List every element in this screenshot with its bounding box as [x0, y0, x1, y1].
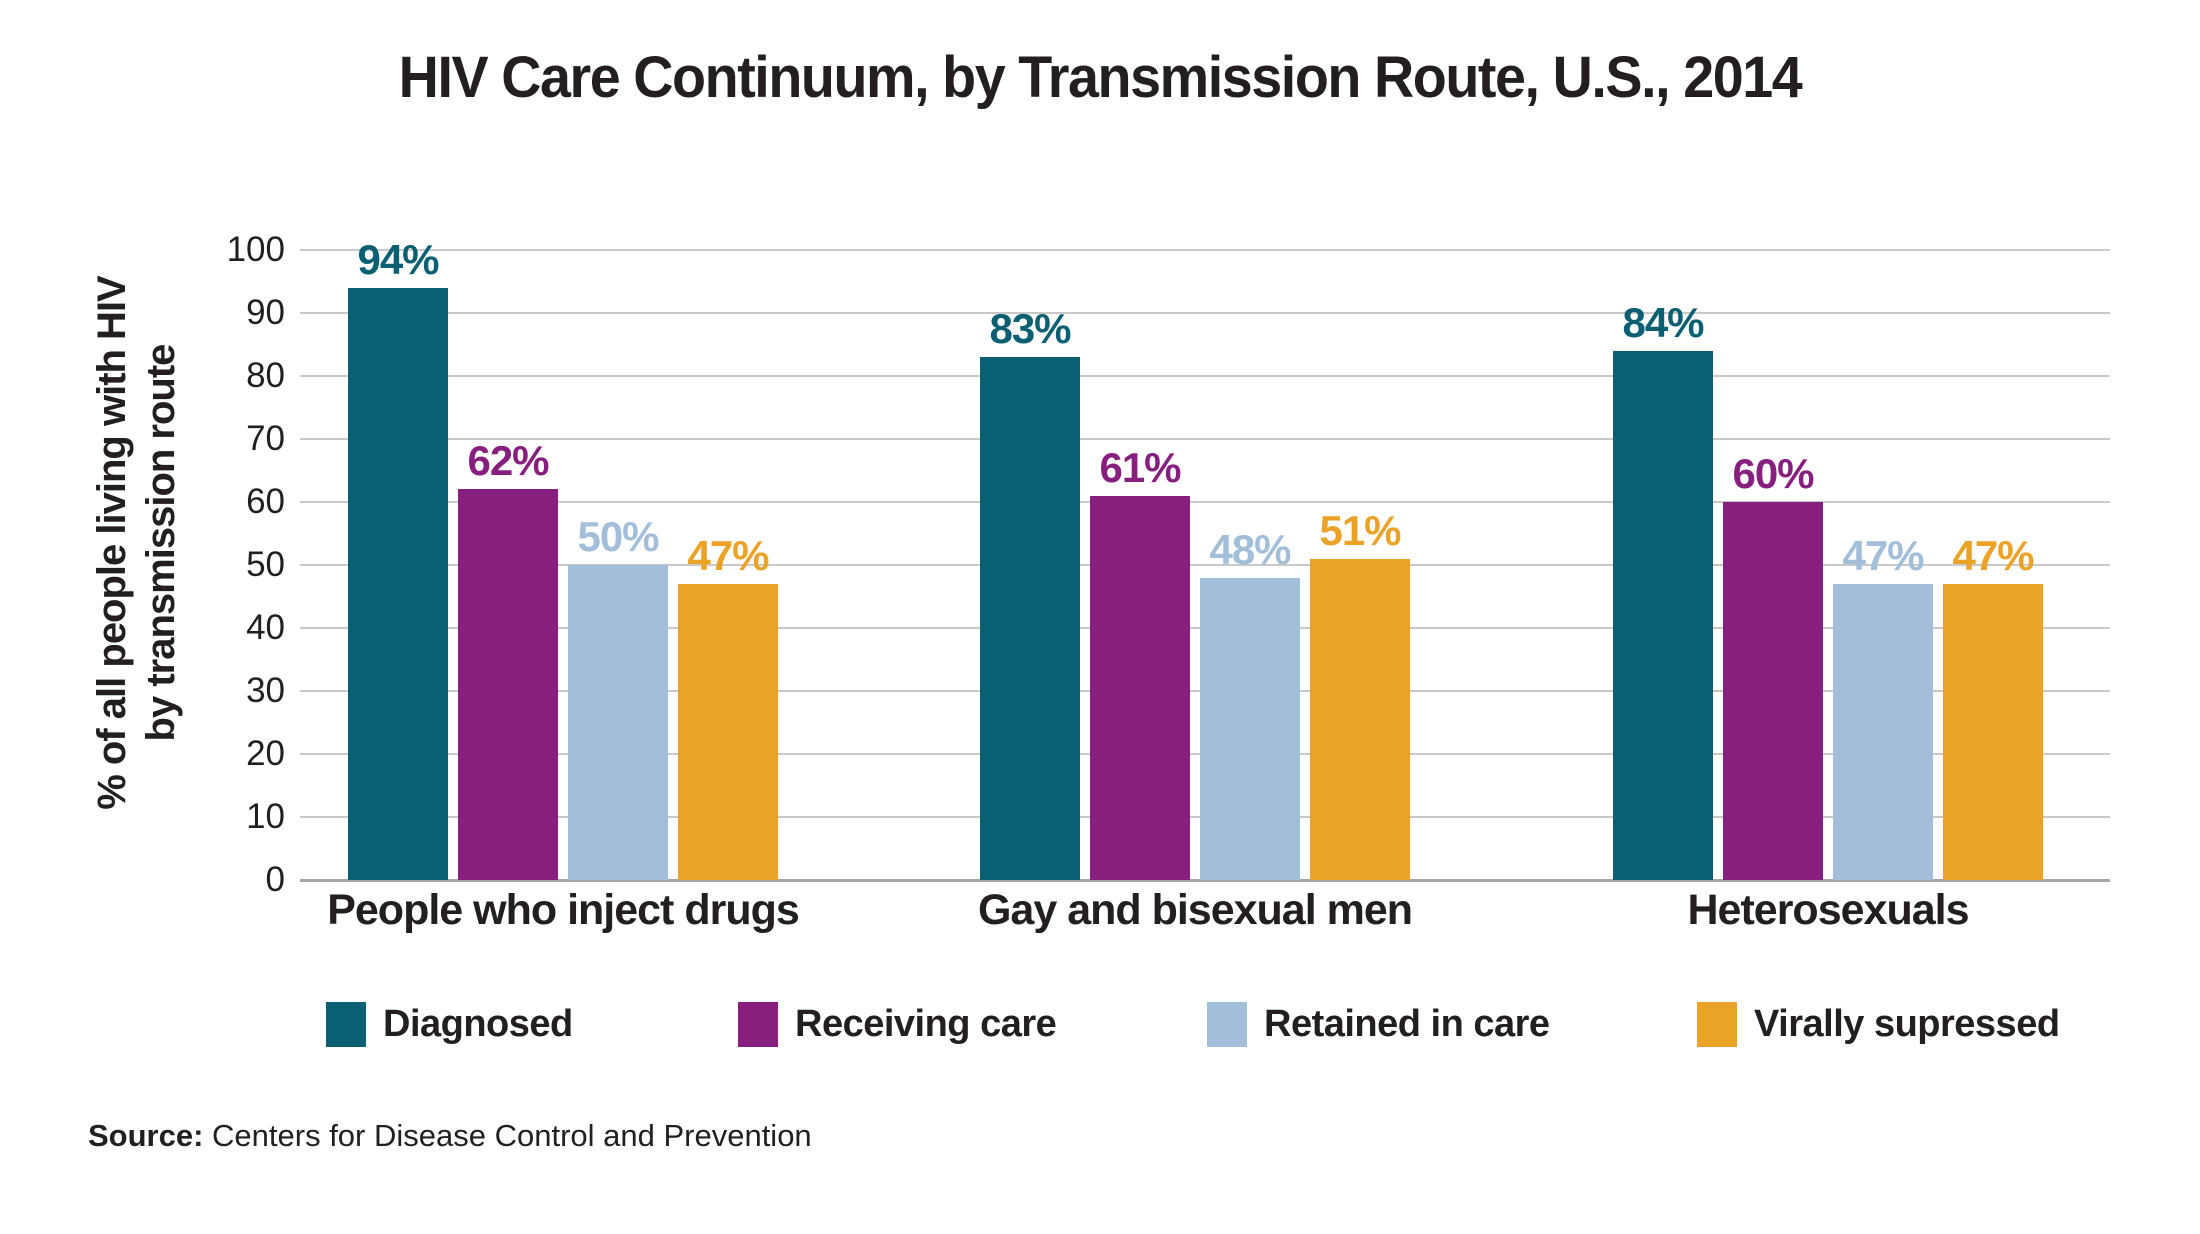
gridline-60 [300, 501, 2110, 503]
bar-diagnosed: 94% [348, 236, 448, 880]
y-tick-70: 70 [246, 419, 285, 458]
bar-diagnosed: 83% [980, 305, 1080, 880]
bar-retained-in-care: 50% [568, 513, 668, 880]
plot-area: 94% 62% 50% 47% 83% 61% 48% 51% 84% 60% 47% 47% [300, 236, 2110, 882]
category-label-3: Heterosexuals [1687, 886, 1970, 934]
y-tick-0: 0 [265, 860, 285, 899]
category-label-1: People who inject drugs [327, 886, 800, 934]
legend-item-diagnosed: Diagnosed [326, 1002, 573, 1047]
y-tick-60: 60 [246, 482, 285, 521]
bar-receiving-care: 61% [1090, 444, 1190, 880]
y-tick-80: 80 [246, 356, 285, 395]
legend-swatch [326, 1002, 366, 1047]
bar-receiving-care: 60% [1723, 450, 1823, 880]
bar-diagnosed: 84% [1613, 299, 1713, 880]
bar-virally-supressed: 47% [678, 532, 778, 880]
category-label-2: Gay and bisexual men [977, 886, 1413, 934]
gridline-80 [300, 375, 2110, 377]
legend-item-retained-in-care: Retained in care [1207, 1002, 1550, 1047]
bar-value-label: 47% [1842, 531, 1924, 579]
legend-label: Receiving care [795, 1003, 1057, 1045]
bar-value-label: 47% [1952, 531, 2034, 579]
bar-group-2: 83% 61% 48% 51% [980, 250, 1410, 880]
gridline-70 [300, 438, 2110, 440]
y-tick-30: 30 [246, 671, 285, 710]
bar-value-label: 47% [687, 531, 769, 579]
bar-receiving-care: 62% [458, 437, 558, 880]
y-tick-20: 20 [246, 734, 285, 773]
legend-label: Diagnosed [383, 1003, 573, 1045]
legend-swatch [1207, 1002, 1247, 1047]
legend-swatch [738, 1002, 778, 1047]
legend-item-receiving-care: Receiving care [738, 1002, 1057, 1047]
y-tick-100: 100 [226, 230, 285, 269]
y-tick-90: 90 [246, 293, 285, 332]
x-axis-line [300, 879, 2110, 882]
y-axis-title-line1: % of all people living with HIV [90, 276, 134, 810]
bar-group-3: 84% 60% 47% 47% [1613, 250, 2043, 880]
y-tick-10: 10 [246, 797, 285, 836]
bar-group-1: 94% 62% 50% 47% [348, 236, 778, 880]
bar-value-label: 61% [1099, 443, 1181, 491]
bar-retained-in-care: 48% [1200, 526, 1300, 880]
gridline-50 [300, 564, 2110, 566]
bar-value-label: 51% [1319, 506, 1401, 554]
gridline-90 [300, 312, 2110, 314]
legend-label: Virally supressed [1754, 1003, 2060, 1045]
legend-item-virally-supressed: Virally supressed [1697, 1002, 2060, 1047]
bar-value-label: 62% [467, 437, 549, 485]
y-tick-40: 40 [246, 608, 285, 647]
bar-virally-supressed: 47% [1943, 532, 2043, 880]
bar-value-label: 48% [1209, 525, 1291, 573]
bar-value-label: 60% [1732, 450, 1814, 497]
legend-swatch [1697, 1002, 1737, 1047]
source-prefix: Source: [88, 1118, 204, 1153]
bar-value-label: 50% [577, 513, 659, 560]
bar-retained-in-care: 47% [1833, 532, 1933, 880]
bar-virally-supressed: 51% [1310, 507, 1410, 880]
source-line: Source: Centers for Disease Control and … [88, 1118, 812, 1154]
bar-value-label: 84% [1622, 298, 1704, 346]
bar-value-label: 94% [357, 235, 439, 283]
chart-title: HIV Care Continuum, by Transmission Rout… [398, 45, 1803, 110]
y-tick-50: 50 [246, 545, 285, 584]
bar-value-label: 83% [989, 305, 1071, 353]
source-text: Centers for Disease Control and Preventi… [203, 1118, 812, 1153]
legend-label: Retained in care [1264, 1003, 1550, 1045]
gridline-100 [300, 249, 2110, 251]
